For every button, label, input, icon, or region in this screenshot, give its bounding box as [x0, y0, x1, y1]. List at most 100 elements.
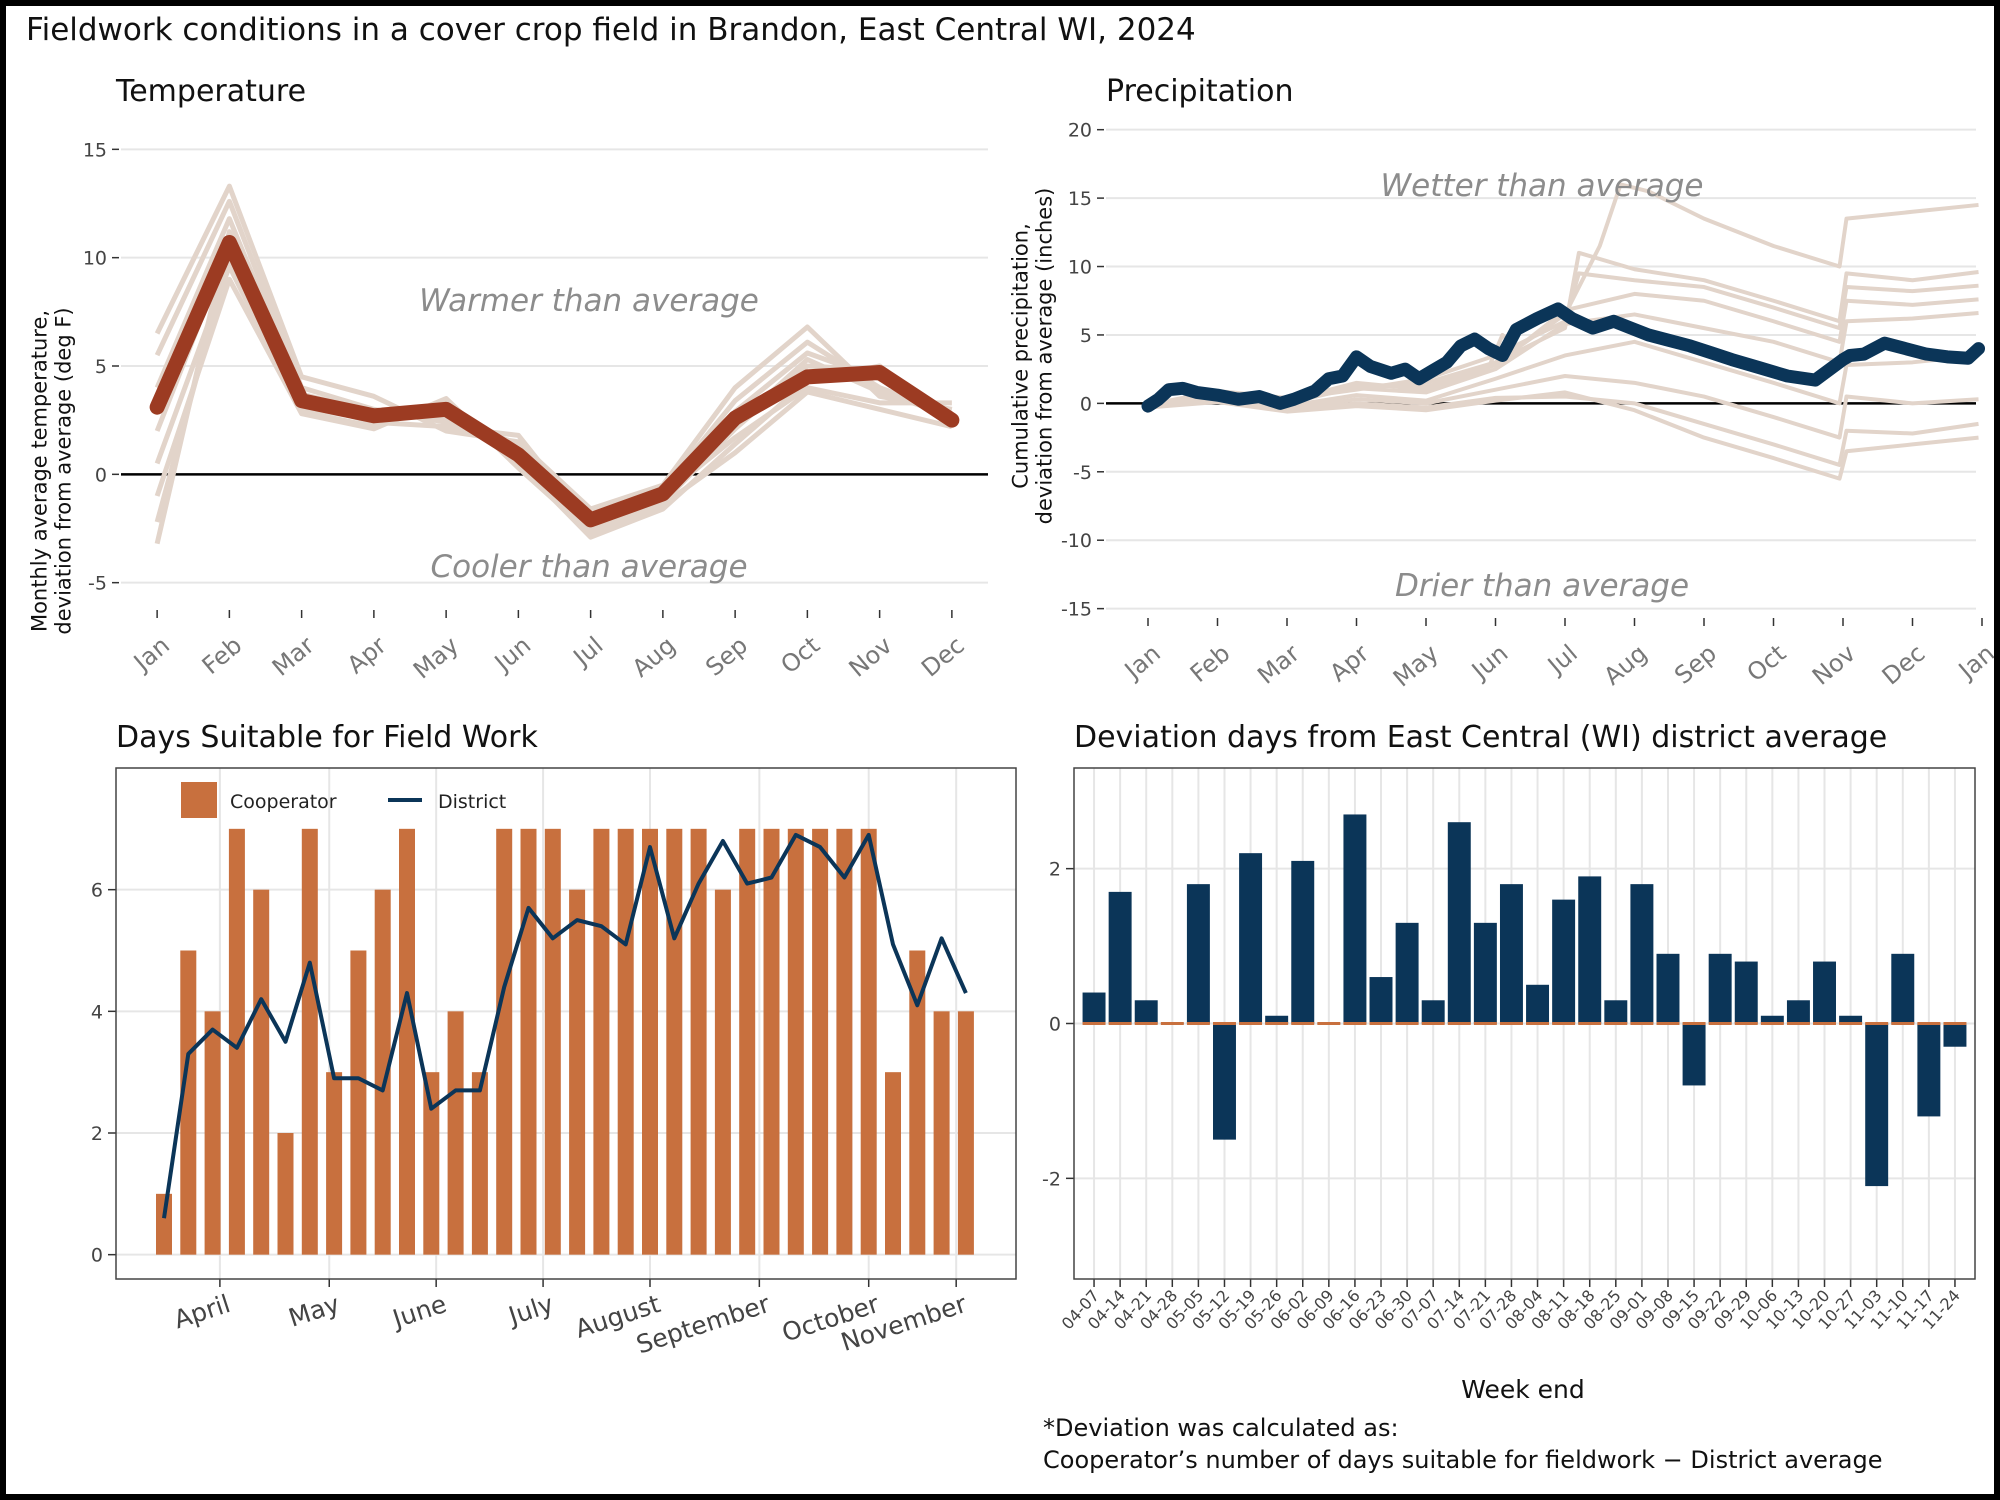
deviation-zero-marker — [1160, 1022, 1184, 1025]
days-ytick-label: 2 — [91, 1123, 103, 1145]
deviation-bar — [1734, 961, 1758, 1024]
deviation-zero-marker — [1552, 1022, 1576, 1025]
precipitation-background-line — [1147, 390, 1979, 481]
cooperator-bar — [690, 828, 707, 1255]
cooperator-bar — [593, 828, 610, 1255]
precipitation-xtick-label: Dec — [1877, 639, 1931, 690]
precipitation-xtick-label: May — [1388, 639, 1444, 692]
temperature-xtick-label: Dec — [916, 631, 970, 682]
cooperator-bar — [617, 828, 634, 1255]
deviation-zero-marker — [1317, 1022, 1341, 1025]
deviation-bar — [1239, 853, 1263, 1024]
deviation-zero-marker — [1839, 1022, 1863, 1025]
precipitation-ytick-label: 10 — [1068, 257, 1092, 279]
footnote-line1: *Deviation was calculated as: — [1043, 1414, 1399, 1442]
deviation-zero-marker — [1708, 1022, 1732, 1025]
deviation-bar — [1682, 1023, 1706, 1086]
deviation-zero-marker — [1917, 1022, 1941, 1025]
deviation-bar — [1578, 876, 1602, 1024]
cooperator-bar — [569, 889, 586, 1255]
deviation-bar — [1604, 1000, 1628, 1024]
precipitation-ytick-label: -10 — [1061, 530, 1092, 552]
deviation-bar — [1186, 884, 1210, 1024]
deviation-zero-marker — [1760, 1022, 1784, 1025]
deviation-zero-marker — [1369, 1022, 1393, 1025]
temperature-ytick-label: 5 — [95, 356, 107, 378]
deviation-plot: -20204-0704-1404-2104-2805-0505-1205-190… — [1042, 767, 1976, 1333]
deviation-zero-marker — [1134, 1022, 1158, 1025]
district-line — [162, 832, 968, 1219]
temperature-xtick-label: Jan — [127, 631, 175, 678]
cooperator-bar — [326, 1072, 343, 1255]
precipitation-ylabel: Cumulative precipitation,deviation from … — [1008, 188, 1056, 525]
cooperator-bar — [374, 889, 391, 1255]
deviation-bar — [1291, 860, 1315, 1024]
deviation-zero-marker — [1813, 1022, 1836, 1025]
deviation-zero-marker — [1213, 1022, 1236, 1025]
deviation-zero-marker — [1682, 1022, 1706, 1025]
deviation-zero-marker — [1604, 1022, 1628, 1025]
precipitation-ytick-label: -5 — [1073, 462, 1092, 484]
precipitation-background-line — [1147, 271, 1979, 409]
deviation-zero-marker — [1343, 1022, 1367, 1025]
deviation-bar — [1865, 1023, 1889, 1187]
deviation-bar — [1213, 1023, 1236, 1140]
cooperator-bar — [301, 828, 318, 1255]
temperature-xtick-label: May — [408, 631, 464, 684]
temperature-xtick-label: Jun — [488, 631, 536, 678]
footnote-line2: Cooperator’s number of days suitable for… — [1043, 1446, 1883, 1474]
deviation-zero-marker — [1656, 1022, 1680, 1025]
cooperator-bar — [277, 1133, 294, 1255]
temperature-annotation-cooler: Cooler than average — [430, 549, 747, 585]
cooperator-bar — [860, 828, 877, 1255]
cooperator-bar — [909, 950, 926, 1255]
temperature-xtick-label: Sep — [700, 631, 753, 682]
precipitation-title: Precipitation — [1106, 74, 1294, 109]
deviation-bar — [1134, 1000, 1158, 1024]
cooperator-bar — [447, 1011, 464, 1255]
deviation-zero-marker — [1891, 1022, 1915, 1025]
cooperator-bar — [933, 1011, 950, 1255]
cooperator-bar — [787, 828, 804, 1255]
cooperator-bar — [253, 889, 270, 1255]
temperature-xtick-label: Nov — [844, 631, 898, 683]
deviation-bar — [1917, 1023, 1941, 1117]
cooperator-bar — [496, 828, 513, 1255]
temperature-annotation-warmer: Warmer than average — [419, 283, 759, 319]
cooperator-bar — [350, 950, 367, 1255]
days-ytick-label: 4 — [91, 1001, 103, 1023]
cooperator-bar — [423, 1072, 440, 1255]
temperature-xtick-label: Apr — [342, 631, 392, 679]
deviation-bar — [1526, 984, 1550, 1024]
deviation-bar — [1656, 953, 1680, 1024]
days-plot-frame — [115, 767, 1017, 1280]
deviation-bar — [1108, 891, 1132, 1024]
deviation-zero-marker — [1421, 1022, 1445, 1025]
precipitation-annotation-drier: Drier than average — [1395, 568, 1689, 604]
page: Fieldwork conditions in a cover crop fie… — [6, 6, 1994, 1494]
deviation-zero-marker — [1265, 1022, 1289, 1025]
temperature-ytick-label: 10 — [83, 248, 107, 270]
deviation-bar — [1499, 884, 1523, 1024]
cooperator-bar — [812, 828, 829, 1255]
deviation-zero-marker — [1186, 1022, 1210, 1025]
deviation-zero-marker — [1943, 1022, 1967, 1025]
temperature-ytick-label: -5 — [88, 573, 107, 595]
deviation-bar — [1082, 992, 1106, 1024]
days-xtick-label: May — [285, 1289, 343, 1333]
cooperator-bar — [544, 828, 561, 1255]
precipitation-panel: Precipitation Cumulative precipitation,d… — [1008, 74, 1994, 692]
cooperator-bar — [204, 1011, 221, 1255]
cooperator-bar — [666, 828, 683, 1255]
precipitation-ytick-label: -15 — [1061, 599, 1092, 621]
deviation-bar — [1343, 814, 1367, 1024]
deviation-bar — [1786, 1000, 1810, 1024]
deviation-bar — [1891, 953, 1915, 1024]
cooperator-bar — [642, 828, 658, 1255]
precipitation-annotation-wetter: Wetter than average — [1381, 168, 1704, 204]
precipitation-ytick-label: 15 — [1068, 188, 1092, 210]
temperature-background-line — [154, 183, 953, 512]
deviation-zero-marker — [1734, 1022, 1758, 1025]
precipitation-xtick-label: Jun — [1465, 639, 1513, 686]
precipitation-plot: -15 -10 -5 0 5 10 15 20 Jan Feb Mar Apr May Jun Jul Aug… — [1061, 120, 1994, 693]
